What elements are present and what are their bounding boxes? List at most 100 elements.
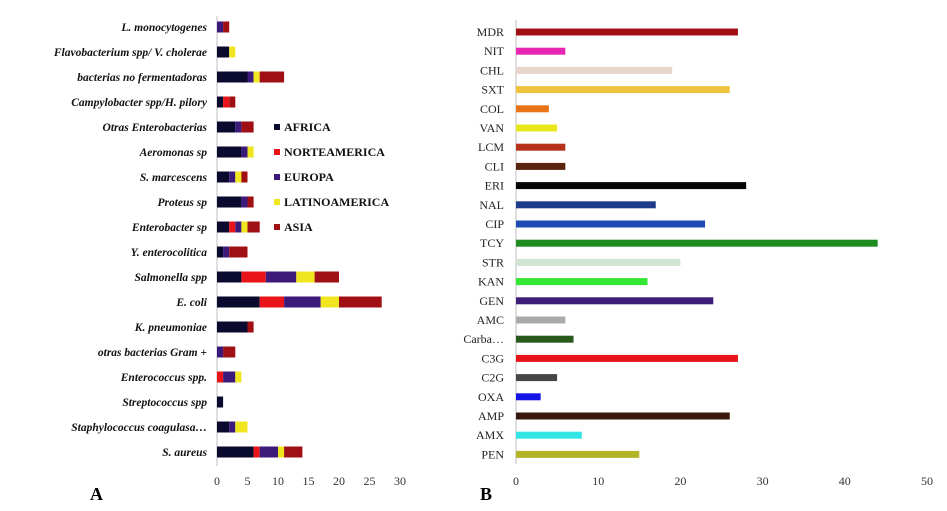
panel-a-bar-segment (247, 71, 254, 83)
panel-a-category-label: Streptococcus spp (122, 397, 207, 409)
legend-label: LATINOAMERICA (284, 195, 389, 209)
panel-b-category-label: PEN (481, 447, 504, 461)
panel-b-bar (516, 431, 582, 439)
panel-b-category-label: Carba… (463, 332, 504, 346)
legend-swatch (274, 149, 280, 155)
panel-a-bar-segment (259, 296, 285, 308)
panel-a-bar-segment (229, 246, 248, 258)
panel-a-bar-segment (223, 246, 230, 258)
panel-a-x-tick: 10 (272, 474, 284, 488)
panel-a-bar-segment (241, 196, 248, 208)
panel-b-category-label: CLI (485, 159, 504, 173)
panel-b-bar (516, 124, 558, 132)
panel-b-category-label: LCM (478, 140, 504, 154)
panel-a-bar-segment (253, 446, 260, 458)
panel-b-category-label: KAN (478, 275, 504, 289)
panel-b-bar (516, 450, 640, 458)
panel-b-bar (516, 220, 706, 228)
panel-a-category-label: Salmonella spp (134, 272, 207, 284)
panel-a-bar-segment (284, 296, 321, 308)
panel-a-x-tick: 0 (214, 474, 220, 488)
panel-a-bar-segment (217, 171, 230, 183)
panel-a-bar-segment (235, 121, 242, 133)
legend-label: EUROPA (284, 170, 334, 184)
panel-a-bar-segment (217, 221, 230, 233)
panel-a-bar-segment (229, 46, 236, 58)
panel-a-bar-segment (241, 171, 248, 183)
legend-swatch (274, 224, 280, 230)
panel-a-bar-segment (314, 271, 339, 283)
panel-a-bar-segment (278, 446, 285, 458)
panel-a-bar-segment (253, 71, 260, 83)
panel-a-category-label: K. pneumoniae (134, 322, 207, 334)
panel-a-bar-segment (339, 296, 382, 308)
panel-b-bar (516, 105, 549, 113)
legend-swatch (274, 174, 280, 180)
panel-b-x-tick: 40 (839, 474, 851, 488)
panel-a-bar-segment (217, 146, 242, 158)
panel-b-category-label: COL (480, 102, 504, 116)
panel-a-bar-segment (284, 446, 303, 458)
panel-b-bar (516, 66, 673, 74)
panel-a-x-tick: 20 (333, 474, 345, 488)
panel-b-bar (516, 47, 566, 55)
panel-a-bar-segment (229, 421, 236, 433)
panel-a-x-tick: 25 (364, 474, 376, 488)
panel-b-category-label: CIP (485, 217, 504, 231)
panel-a-category-label: Enterobacter sp (131, 222, 207, 234)
panel-a-x-tick: 15 (303, 474, 315, 488)
panel-a-bar-segment (217, 96, 224, 108)
panel-b-bar (516, 278, 648, 286)
panel-b-bar-chart: MDR NIT CHL SXT COL VAN LCM CLI ERI NAL CIP TCY STR K… (463, 20, 933, 488)
panel-a-bar-segment (217, 46, 230, 58)
panel-b-x-tick: 20 (674, 474, 686, 488)
panel-a-bar-segment (217, 396, 224, 408)
panel-b-bar (516, 239, 878, 247)
panel-a-category-label: L. monocytogenes (120, 22, 207, 34)
panel-a-category-label: Enterococcus spp. (120, 372, 207, 384)
panel-a-bar-segment (241, 121, 254, 133)
panel-a-category-label: S. aureus (162, 447, 207, 459)
panel-b-category-label: CHL (480, 63, 504, 77)
panel-b-bar (516, 86, 730, 94)
legend-swatch (274, 124, 280, 130)
panel-b-category-label: AMX (476, 428, 504, 442)
panel-b-category-label: NAL (479, 198, 504, 212)
panel-a-bar-segment (247, 196, 254, 208)
panel-a-category-label: Aeromonas sp (139, 147, 208, 159)
legend-label: NORTEAMERICA (284, 145, 385, 159)
panel-a-bar-segment (247, 221, 260, 233)
panel-a-bar-segment (247, 146, 254, 158)
panel-b-bar (516, 297, 714, 305)
panel-letter-b: B (480, 484, 492, 504)
panel-a-bar-segment (217, 21, 224, 33)
panel-a-bar-segment (217, 346, 224, 358)
panel-a-bar-segment (235, 171, 242, 183)
panel-b-category-label: GEN (479, 294, 504, 308)
panel-a-stacked-bar-chart: L. monocytogenes Flavobacterium spp/ V. c… (53, 16, 406, 488)
panel-a-bar-segment (247, 321, 254, 333)
panel-a-bar-segment (217, 196, 242, 208)
panel-a-bar-segment (259, 71, 285, 83)
panel-b-category-label: ERI (485, 179, 504, 193)
panel-a-bar-segment (259, 446, 278, 458)
panel-b-category-label: NIT (484, 44, 505, 58)
panel-a-category-label: otras bacterias Gram + (98, 347, 208, 359)
panel-letter-a: A (90, 484, 103, 504)
panel-b-category-label: VAN (480, 121, 505, 135)
panel-b-x-tick: 30 (757, 474, 769, 488)
panel-b-bar (516, 412, 730, 420)
panel-b-bar (516, 335, 574, 343)
panel-a-bar-segment (241, 271, 266, 283)
panel-b-bar (516, 374, 558, 382)
panel-b-category-label: C2G (481, 371, 504, 385)
panel-b-bar (516, 354, 738, 362)
panel-a-bar-segment (229, 171, 236, 183)
panel-b-category-label: C3G (481, 351, 504, 365)
panel-b-x-tick: 10 (592, 474, 604, 488)
panel-a-bar-segment (320, 296, 339, 308)
panel-a-bar-segment (217, 296, 260, 308)
panel-a-bar-segment (229, 96, 236, 108)
panel-b-bar (516, 201, 656, 209)
